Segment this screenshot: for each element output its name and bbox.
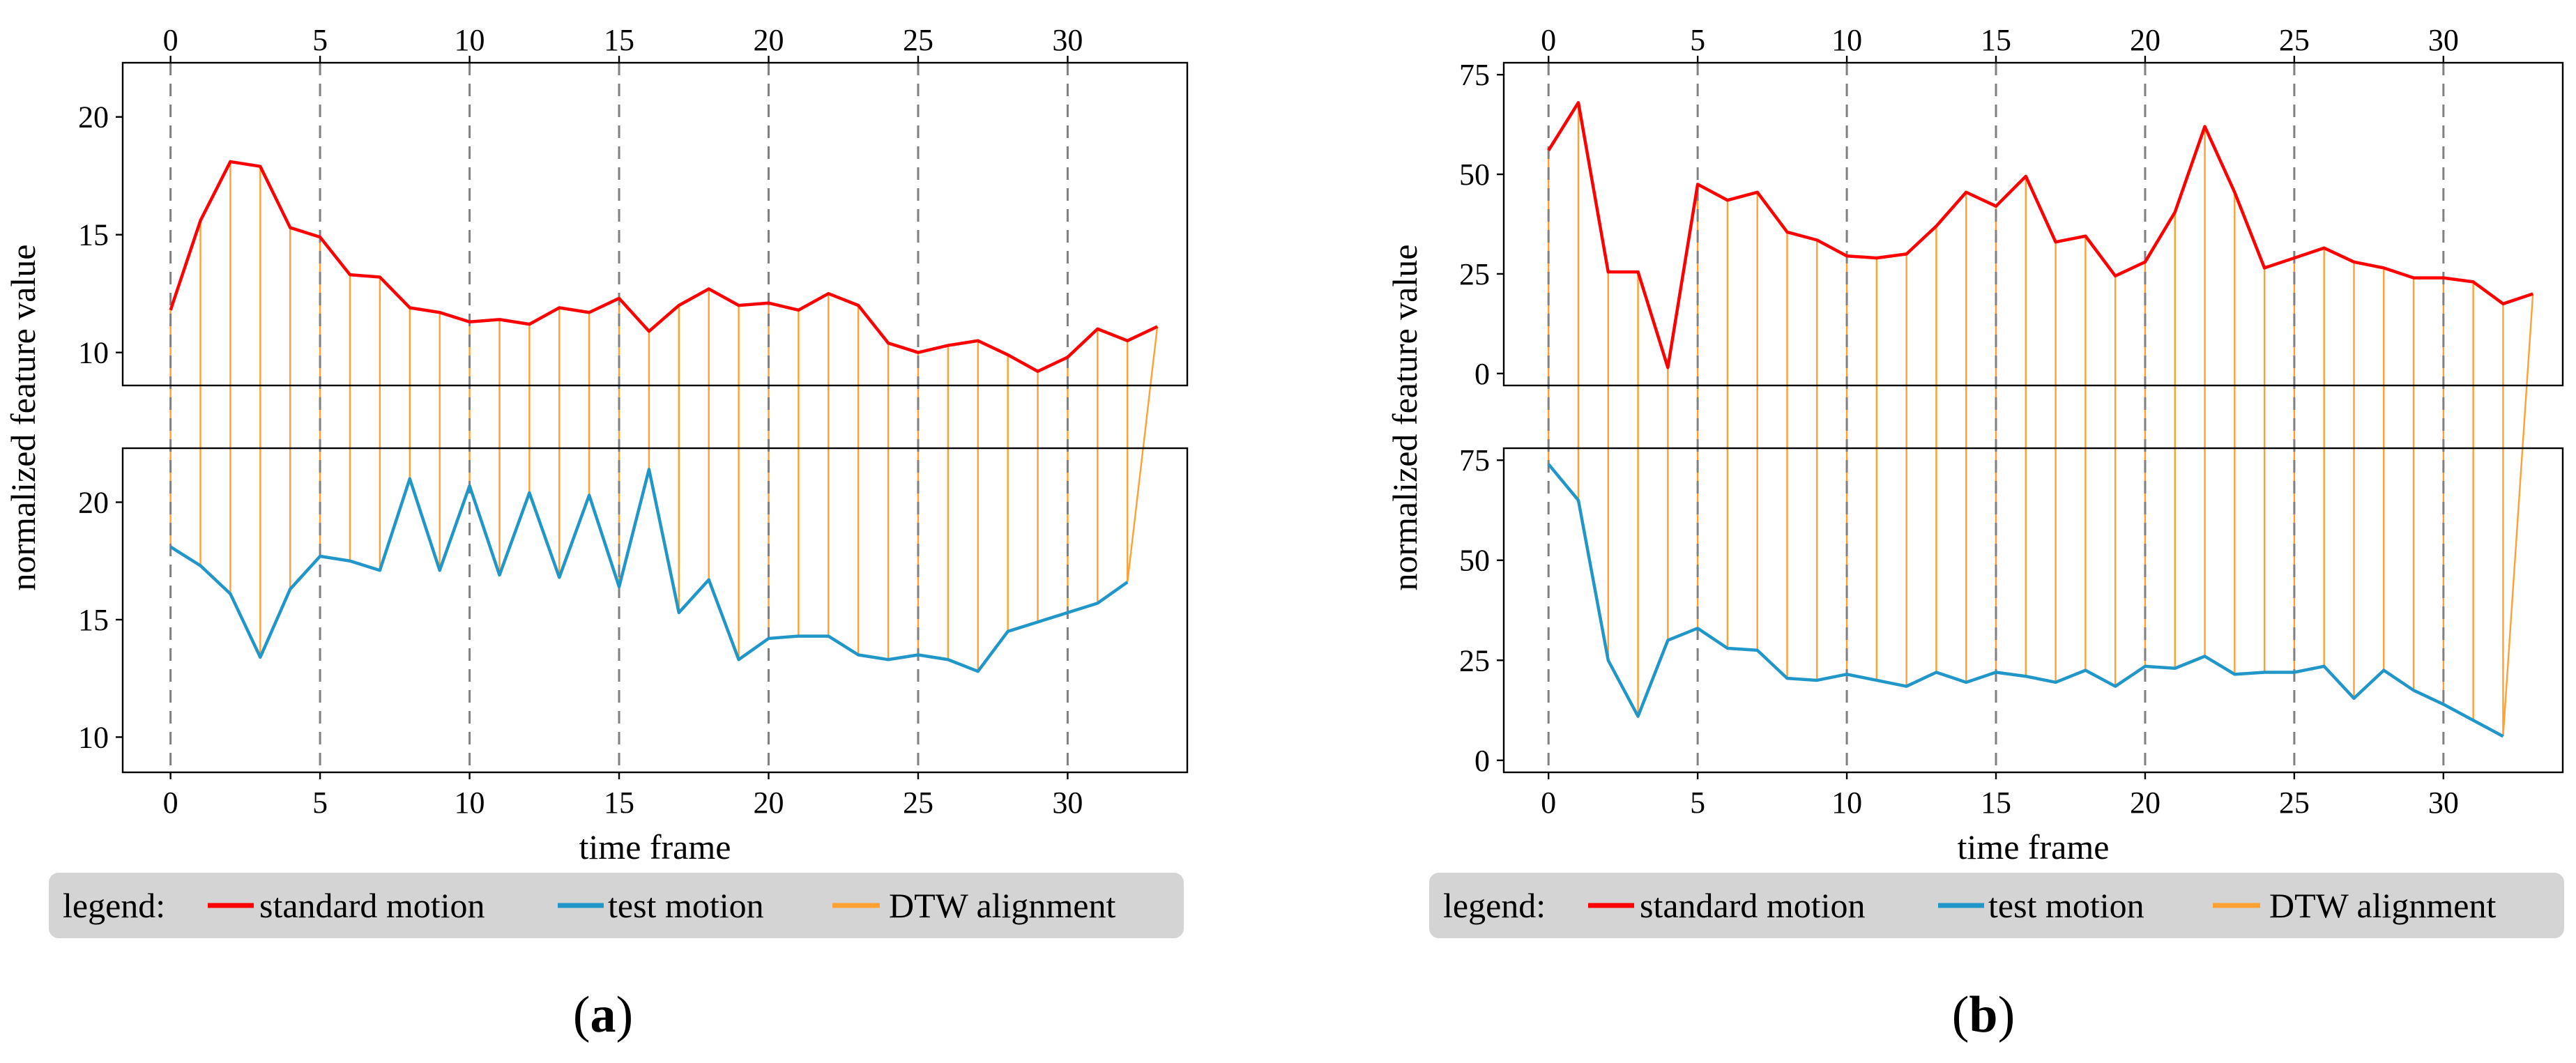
dtw-alignment-line (1127, 326, 1159, 583)
x-tick-label-bottom: 5 (1690, 786, 1705, 820)
y-tick-label-bottom: 0 (1474, 744, 1490, 778)
legend-entry-alignment: DTW alignment (889, 886, 1115, 925)
legend: legend: standard motion test motion DTW ali… (1429, 873, 2564, 938)
x-tick-label-top: 30 (1052, 23, 1083, 57)
x-tick-label-bottom: 30 (2428, 786, 2459, 820)
legend-title: legend: (1443, 886, 1546, 925)
x-tick-label-bottom: 25 (903, 786, 933, 820)
x-tick-label-bottom: 30 (1052, 786, 1083, 820)
x-tick-label-bottom: 15 (1981, 786, 2011, 820)
legend-background (49, 873, 1184, 938)
x-tick-label-top: 10 (455, 23, 485, 57)
test-motion-line (169, 468, 1129, 673)
legend-entry-standard: standard motion (259, 886, 485, 925)
x-tick-label-bottom: 0 (163, 786, 178, 820)
y-tick-label-top: 25 (1459, 257, 1490, 291)
x-tick-label-top: 5 (312, 23, 328, 57)
x-axis-title: time frame (579, 827, 731, 866)
legend-entry-test: test motion (608, 886, 764, 925)
y-tick-label-top: 0 (1474, 357, 1490, 391)
legend-title: legend: (63, 886, 165, 925)
panel-letter: (a) (573, 986, 633, 1043)
y-tick-label-top: 75 (1459, 58, 1490, 92)
legend: legend: standard motion test motion DTW ali… (49, 873, 1184, 938)
legend-entry-alignment: DTW alignment (2269, 886, 2496, 925)
x-tick-label-top: 20 (753, 23, 784, 57)
dtw-alignment-line (2502, 293, 2534, 737)
x-tick-label-top: 0 (1541, 23, 1556, 57)
y-tick-label-bottom: 25 (1459, 643, 1490, 678)
x-tick-label-bottom: 20 (753, 786, 784, 820)
panel-letter-close-paren: ) (616, 986, 634, 1043)
bottom-plot-frame (121, 447, 1189, 774)
x-tick-label-top: 5 (1690, 23, 1705, 57)
x-tick-label-top: 30 (2428, 23, 2459, 57)
x-tick-label-top: 25 (2279, 23, 2310, 57)
legend-background (1429, 873, 2564, 938)
panel-letter-value: b (1969, 986, 1997, 1043)
legend-entry-standard: standard motion (1640, 886, 1866, 925)
x-tick-label-bottom: 10 (1831, 786, 1862, 820)
y-tick-label-top: 15 (78, 218, 109, 252)
panel-letter-value: a (590, 986, 616, 1043)
x-tick-label-bottom: 25 (2279, 786, 2310, 820)
panel-letter-open-paren: ( (1952, 986, 1969, 1043)
x-tick-label-bottom: 15 (604, 786, 634, 820)
x-tick-label-bottom: 20 (2130, 786, 2160, 820)
y-tick-label-bottom: 10 (78, 720, 109, 754)
y-tick-label-bottom: 75 (1459, 443, 1490, 477)
x-tick-label-top: 15 (604, 23, 634, 57)
panel-letter: (b) (1952, 986, 2015, 1043)
x-tick-label-bottom: 10 (455, 786, 485, 820)
x-tick-label-top: 20 (2130, 23, 2160, 57)
test-motion-line (1547, 463, 2504, 738)
y-tick-label-bottom: 15 (78, 603, 109, 637)
x-tick-label-top: 0 (163, 23, 178, 57)
x-tick-label-bottom: 5 (312, 786, 328, 820)
grid-lines (1547, 63, 2445, 772)
top-plot-frame (1502, 61, 2564, 387)
dtw-alignment-lines (169, 161, 1159, 672)
panel-letter-close-paren: ) (1998, 986, 2015, 1043)
panel-a: 0 0 5 5 10 10 15 15 20 20 25 25 30 30 10 15 20 10 15 20 time… (3, 23, 1189, 1043)
y-tick-label-bottom: 20 (78, 486, 109, 520)
x-tick-label-top: 10 (1831, 23, 1862, 57)
y-axis-title: normalized feature value (3, 245, 43, 591)
standard-motion-line (1547, 100, 2533, 369)
x-tick-label-bottom: 0 (1541, 786, 1556, 820)
y-axis-title: normalized feature value (1385, 245, 1424, 591)
panel-b: 0 0 5 5 10 10 15 15 20 20 25 25 30 30 0 25 50 75 0 25 50 75 ti… (1385, 23, 2564, 1043)
top-plot-frame (121, 61, 1189, 387)
standard-motion-line (169, 160, 1159, 373)
panel-letter-open-paren: ( (573, 986, 590, 1043)
x-tick-label-top: 15 (1981, 23, 2011, 57)
y-tick-label-top: 50 (1459, 158, 1490, 192)
legend-entry-test: test motion (1988, 886, 2144, 925)
x-tick-label-top: 25 (903, 23, 933, 57)
bottom-plot-frame (1502, 447, 2564, 774)
y-tick-label-top: 10 (78, 336, 109, 370)
x-axis-title: time frame (1958, 827, 2110, 866)
y-tick-label-bottom: 50 (1459, 544, 1490, 578)
y-tick-label-top: 20 (78, 100, 109, 135)
